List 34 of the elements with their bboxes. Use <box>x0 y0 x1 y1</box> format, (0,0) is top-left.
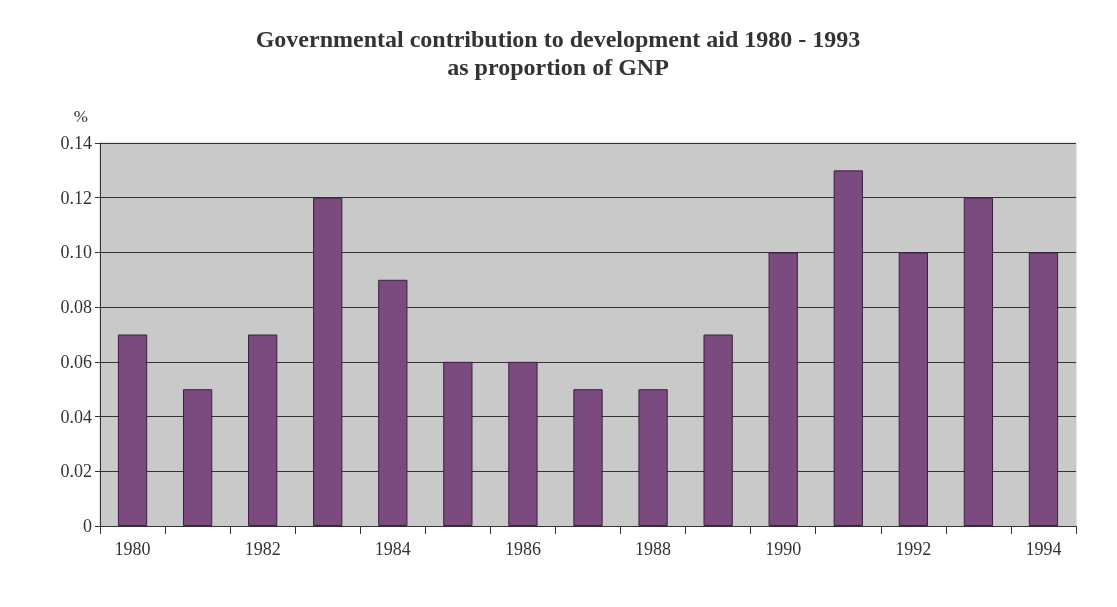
y-tick-label: 0.10 <box>60 242 92 263</box>
bar <box>378 279 408 526</box>
bar <box>963 197 994 526</box>
bar <box>508 361 538 526</box>
x-tick-label: 1994 <box>1025 539 1062 559</box>
bar <box>573 389 603 526</box>
bar <box>248 334 278 526</box>
bar <box>443 361 473 526</box>
chart-subtitle: as proportion of GNP <box>447 54 669 80</box>
y-tick-label: 0.14 <box>60 133 92 153</box>
y-tick-label: 0.04 <box>60 406 92 427</box>
chart-title: Governmental contribution to development aid 1980 - 1993 <box>255 26 861 52</box>
x-tick-label: 1984 <box>374 539 411 559</box>
bar <box>768 252 798 526</box>
bar <box>638 389 668 526</box>
x-tick-label: 1982 <box>244 539 281 559</box>
x-tick-label: 1988 <box>635 539 672 559</box>
y-tick-label: 0 <box>83 516 92 536</box>
x-tick-label: 1980 <box>114 539 151 559</box>
bar <box>313 197 343 526</box>
y-axis-title: % <box>73 107 88 126</box>
y-tick-label: 0.08 <box>60 297 92 318</box>
x-tick-label: 1992 <box>895 539 932 559</box>
bar <box>117 334 148 526</box>
bar <box>833 170 863 526</box>
bar <box>1028 252 1059 526</box>
x-tick-label: 1986 <box>504 539 541 559</box>
bar <box>898 252 928 526</box>
y-tick-label: 0.02 <box>60 461 92 482</box>
y-tick-label: 0.06 <box>60 351 92 372</box>
x-tick-label: 1990 <box>765 539 802 559</box>
y-tick-label: 0.12 <box>60 187 92 208</box>
bar <box>182 389 213 526</box>
bar <box>703 334 733 526</box>
